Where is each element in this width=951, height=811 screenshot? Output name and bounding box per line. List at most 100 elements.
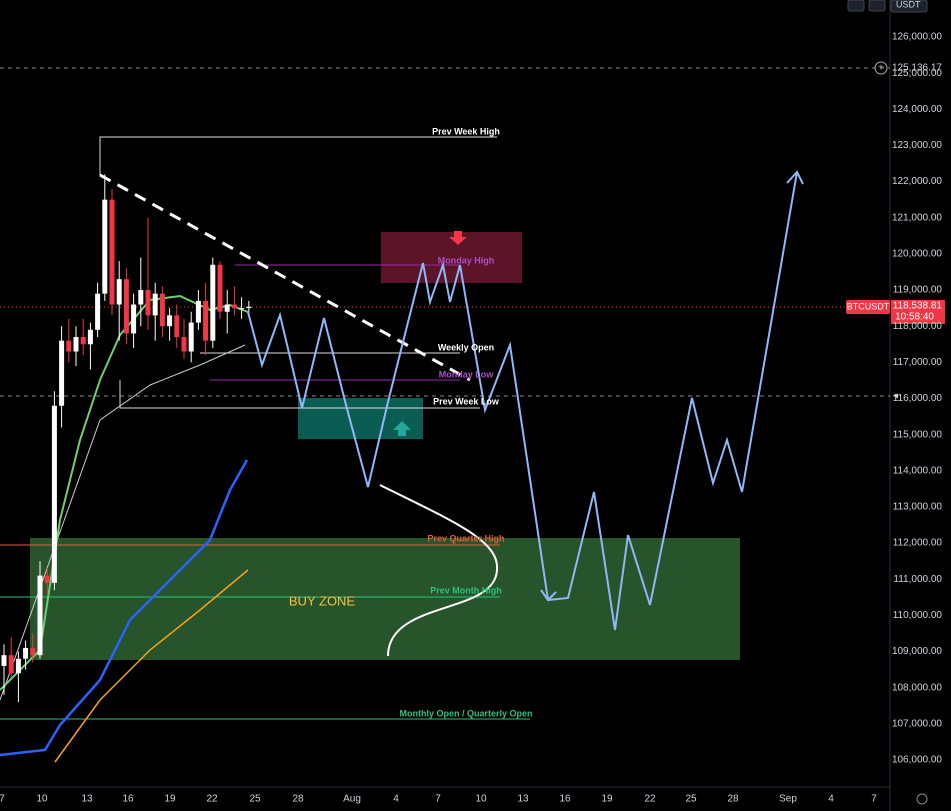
x-tick-label: 25 [249, 794, 261, 805]
x-tick-label: Sep [779, 794, 797, 805]
candle-body [87, 329, 93, 345]
toolbar-button[interactable] [868, 0, 886, 12]
candle-body [15, 658, 21, 674]
x-tick-label: 4 [828, 794, 834, 805]
candle-body [174, 315, 180, 338]
candle-body [73, 337, 79, 352]
candle-body [181, 337, 187, 352]
add-alert[interactable] [874, 61, 888, 75]
alert-tag [891, 61, 945, 75]
annotation: Monthly Open / Quarterly Open [399, 708, 532, 718]
y-tick-label: 117,000.00 [893, 357, 943, 368]
candle-body [116, 279, 122, 305]
marker: ◂ [893, 391, 898, 402]
volume-curve [379, 484, 499, 657]
down-arrow [449, 231, 467, 245]
x-tick-label: 22 [644, 794, 656, 805]
x-tick-label: Aug [343, 794, 361, 805]
trendline [99, 173, 471, 382]
candle-body [95, 293, 101, 330]
y-tick-label: 107,000.00 [892, 718, 942, 729]
countdown: 10:58:40 [895, 312, 934, 323]
candle-body [8, 655, 14, 674]
candle-body [246, 306, 252, 309]
candle-body [159, 293, 165, 327]
candle-body [239, 308, 245, 310]
symbol: BTCUSDT [847, 301, 890, 311]
annotation: Monday Low [439, 369, 494, 379]
candle-body [217, 264, 223, 312]
x-tick-label: 7 [0, 794, 5, 805]
candle-body [80, 337, 86, 345]
x-tick-label: 16 [559, 794, 571, 805]
y-tick-label: 110,000.00 [893, 610, 943, 621]
candle-body [102, 199, 108, 294]
x-tick-label: 22 [206, 794, 218, 805]
candle-body [23, 647, 29, 659]
x-tick-label: 7 [435, 794, 441, 805]
projection-arrow [786, 170, 804, 185]
candle-body [66, 340, 72, 352]
y-tick-label: 120,000.00 [892, 249, 942, 260]
candle-body [210, 264, 216, 341]
candle-body [188, 322, 194, 352]
y-tick-label: 109,000.00 [892, 646, 942, 657]
candle-body [145, 290, 151, 316]
candle-body [59, 340, 65, 406]
up-arrow [393, 421, 411, 436]
y-tick-label: 116,000.00 [893, 393, 943, 404]
buy-zone [30, 538, 740, 660]
candle-body [138, 290, 144, 305]
x-tick-label: 28 [292, 794, 304, 805]
x-tick-label: 13 [517, 794, 529, 805]
prev-week-low-line [119, 380, 480, 409]
annotation: Prev Quarter High [427, 533, 504, 543]
symbol-tag [846, 300, 890, 314]
candle-body [30, 647, 36, 656]
projection-path [247, 171, 798, 631]
currency-select[interactable] [890, 0, 928, 13]
candle-body [167, 315, 173, 327]
y-tick-label: 126,000.00 [892, 32, 942, 43]
settings-icon[interactable] [916, 793, 928, 805]
x-tick-label: 13 [81, 794, 93, 805]
toolbar-button[interactable] [847, 0, 865, 12]
candle-body [109, 199, 115, 305]
x-tick-label: 7 [871, 794, 877, 805]
candles [1, 174, 252, 703]
x-tick-label: 28 [727, 794, 739, 805]
y-tick-label: 114,000.00 [893, 465, 943, 476]
y-tick-label: 122,000.00 [892, 176, 942, 187]
annotation: Monday High [438, 255, 495, 265]
plus-icon[interactable]: + [878, 63, 884, 74]
buy-zone-label: BUY ZONE [289, 593, 356, 608]
y-tick-label: 111,000.00 [893, 574, 942, 585]
moving-average [54, 569, 249, 763]
y-tick-label: 125,000.00 [892, 68, 942, 79]
candle-body [203, 300, 209, 341]
alert-price: 125,136.17 [892, 63, 942, 74]
y-tick-label: 118,000.00 [893, 321, 943, 332]
annotation: Prev Week Low [433, 396, 500, 406]
last-price: 118,538.81 [893, 301, 943, 312]
candle-body [195, 300, 201, 323]
price-tag [891, 300, 945, 324]
y-tick-label: 123,000.00 [892, 140, 942, 151]
x-tick-label: 19 [601, 794, 613, 805]
candle-body [1, 655, 7, 667]
x-tick-label: 4 [393, 794, 399, 805]
currency[interactable]: USDT [896, 0, 921, 9]
x-tick-label: 25 [685, 794, 697, 805]
candle-body [123, 279, 129, 334]
x-tick-label: 16 [122, 794, 134, 805]
moving-average [0, 459, 249, 757]
projection-arrow [540, 589, 557, 602]
prev-week-high-line [99, 136, 497, 175]
candle-body [51, 405, 57, 583]
y-tick-label: 119,000.00 [893, 285, 943, 296]
candle-body [231, 304, 237, 309]
y-tick-label: 124,000.00 [892, 104, 942, 115]
y-tick-label: 113,000.00 [893, 502, 943, 513]
